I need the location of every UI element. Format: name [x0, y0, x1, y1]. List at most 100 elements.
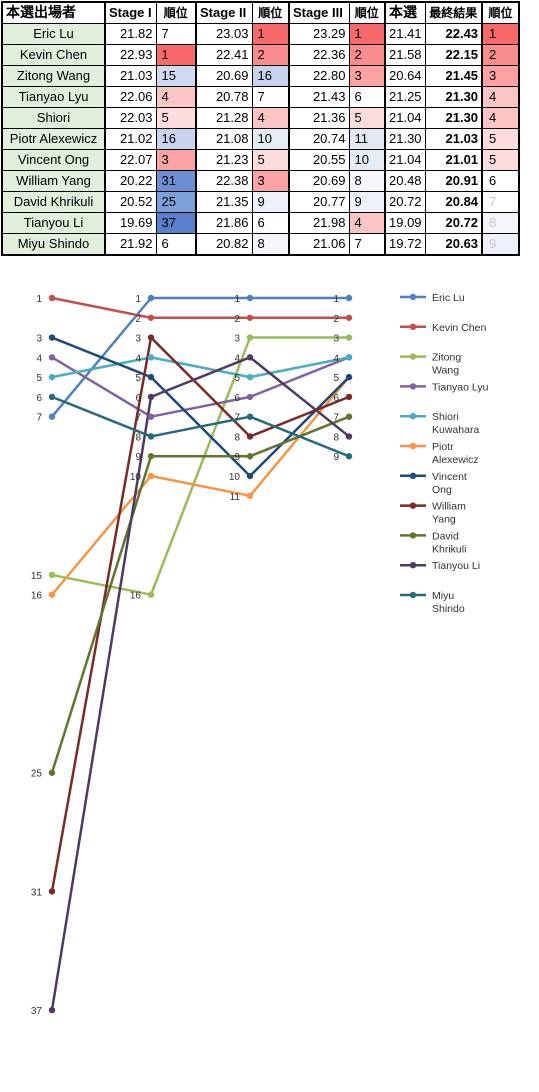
data-point: [48, 769, 56, 776]
header-stage2: Stage II: [195, 1, 253, 24]
score-cell: 23.29: [288, 23, 350, 45]
score-cell: 21.04: [384, 149, 426, 171]
data-point: [48, 413, 56, 420]
point-label: 10: [229, 472, 241, 483]
score-cell: 21.04: [384, 107, 426, 129]
data-point: [345, 294, 353, 302]
data-point: [48, 591, 56, 598]
table-row: William Yang 20.22 31 22.38 3 20.69 8 20.48 20.9…: [1, 170, 520, 192]
point-label: 15: [31, 571, 43, 582]
header-stage1: Stage I: [104, 1, 157, 24]
table-row: Shiori 22.03 5 21.28 4 21.36 5 21.04 21.30 4: [1, 107, 520, 129]
score-cell: 21.92: [104, 233, 157, 256]
score-cell: 21.03: [104, 65, 157, 87]
point-label: 8: [234, 432, 240, 443]
point-label: 6: [135, 393, 141, 404]
table-row: Tianyao Lyu 22.06 4 20.78 7 21.43 6 21.25 21.30 4: [1, 86, 520, 108]
rank-cell: 4: [251, 107, 290, 129]
data-point: [345, 453, 353, 460]
data-point: [48, 571, 56, 579]
final-rank-cell: 5: [481, 149, 520, 171]
point-label: 7: [333, 413, 339, 424]
data-point: [147, 373, 155, 381]
score-cell: 20.22: [104, 170, 157, 192]
score-cell: 21.25: [384, 86, 426, 108]
score-cell: 21.23: [195, 149, 253, 171]
final-score-cell: 22.15: [424, 44, 484, 66]
legend-marker: [409, 323, 417, 330]
legend-marker: [409, 293, 417, 301]
legend-marker: [409, 532, 417, 539]
table-row: Kevin Chen 22.93 1 22.41 2 22.36 2 21.58 22.15 2: [1, 44, 520, 66]
score-cell: 21.28: [195, 107, 253, 129]
data-point: [345, 334, 353, 341]
header-final-rank: 順位: [481, 1, 520, 24]
series-lines: [50, 296, 350, 1011]
legend-label: Zitong: [432, 352, 461, 364]
rank-cell: 6: [155, 233, 197, 256]
score-cell: 21.36: [288, 107, 350, 129]
score-cell: 22.38: [195, 170, 253, 192]
data-point: [48, 334, 56, 341]
series-line: [50, 356, 350, 1011]
score-cell: 23.03: [195, 23, 253, 45]
point-label: 3: [135, 334, 141, 345]
score-cell: 21.06: [288, 233, 350, 256]
point-label: 8: [135, 432, 141, 443]
point-label: 4: [135, 353, 141, 364]
final-rank-cell: 8: [481, 212, 520, 234]
data-point: [246, 472, 254, 480]
point-label: 9: [333, 452, 339, 463]
legend-label: David: [432, 530, 459, 542]
data-point: [345, 433, 353, 440]
point-label: 1: [135, 294, 141, 305]
data-point: [147, 354, 155, 361]
point-label: 4: [234, 353, 240, 364]
score-cell: 21.02: [104, 128, 157, 150]
rank-cell: 9: [348, 191, 386, 213]
score-cell: 19.09: [384, 212, 426, 234]
point-label: 8: [333, 432, 339, 443]
legend-label: Khrikuli: [432, 543, 466, 555]
score-cell: 20.48: [384, 170, 426, 192]
table-row: Zitong Wang 21.03 15 20.69 16 22.80 3 20.64 21.4…: [1, 65, 520, 87]
rank-cell: 8: [251, 233, 290, 256]
score-cell: 20.52: [104, 191, 157, 213]
contestant-name: Shiori: [1, 107, 106, 129]
legend-label: Shindo: [432, 603, 465, 615]
score-cell: 20.78: [195, 86, 253, 108]
contestant-name: Eric Lu: [1, 23, 106, 45]
final-score-cell: 21.30: [424, 86, 484, 108]
rank-cell: 25: [155, 191, 197, 213]
point-label: 3: [333, 334, 339, 345]
rank-cell: 3: [251, 170, 290, 192]
data-point: [246, 373, 254, 381]
final-score-cell: 20.84: [424, 191, 484, 213]
rank-cell: 4: [348, 212, 386, 234]
final-rank-cell: 3: [481, 65, 520, 87]
table-row: Miyu Shindo 21.92 6 20.82 8 21.06 7 19.72 20.63 9: [1, 233, 520, 256]
point-label: 5: [333, 373, 339, 384]
data-point: [48, 294, 56, 302]
legend-label: Kevin Chen: [432, 322, 486, 334]
point-label: 9: [234, 452, 240, 463]
data-point: [246, 393, 254, 401]
score-cell: 20.69: [288, 170, 350, 192]
score-cell: 21.98: [288, 212, 350, 234]
rank-cell: 6: [348, 86, 386, 108]
score-cell: 20.72: [384, 191, 426, 213]
point-label: 3: [36, 334, 42, 345]
score-cell: 22.03: [104, 107, 157, 129]
rank-cell: 3: [348, 65, 386, 87]
rank-cell: 1: [251, 23, 290, 45]
table-row: Eric Lu 21.82 7 23.03 1 23.29 1 21.41 22.43 1: [1, 23, 520, 45]
score-cell: 21.43: [288, 86, 350, 108]
data-point: [147, 334, 155, 341]
contestant-name: Tianyao Lyu: [1, 86, 106, 108]
point-label: 3: [234, 334, 240, 345]
final-rank-cell: 4: [481, 86, 520, 108]
point-label: 7: [135, 413, 141, 424]
legend-marker: [409, 591, 417, 599]
table-row: Tianyou Li 19.69 37 21.86 6 21.98 4 19.09 20.72 8: [1, 212, 520, 234]
point-label: 1: [333, 294, 339, 305]
